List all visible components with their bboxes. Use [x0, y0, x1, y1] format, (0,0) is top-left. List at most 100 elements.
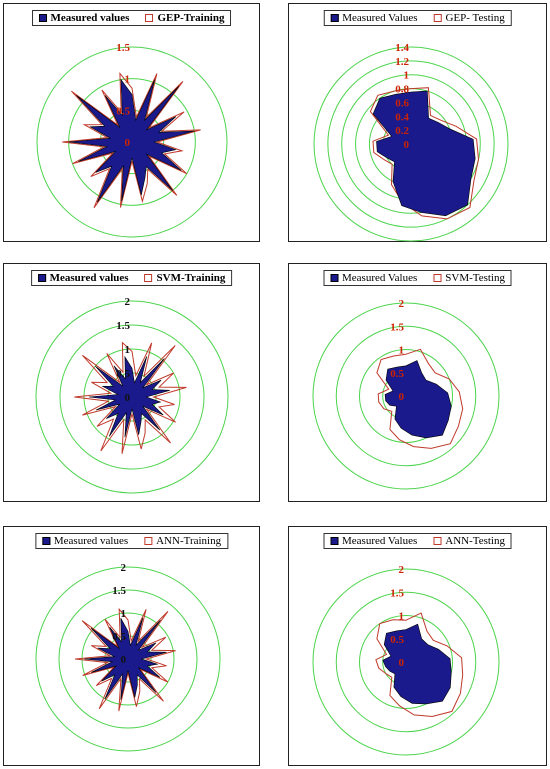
legend-swatch-measured [330, 274, 339, 282]
series-predicted [75, 607, 176, 712]
chart-legend: Measured values GEP-Training [31, 10, 232, 26]
tick-label: 1 [125, 344, 131, 356]
legend-swatch-measured [330, 14, 339, 22]
tick-label: 2 [399, 564, 405, 576]
legend-swatch-predicted [433, 537, 442, 545]
tick-label: 2 [399, 298, 405, 310]
legend-label-measured: Measured values [49, 272, 129, 284]
chart-legend: Measured Values ANN-Testing [323, 533, 512, 549]
grid-ring [58, 589, 198, 729]
series-predicted [376, 348, 464, 449]
chart-legend: Measured values ANN-Training [34, 533, 229, 549]
grid-ring [313, 46, 509, 242]
legend-swatch-measured [41, 537, 50, 545]
chart-panel-svm-training: 0 0.5 1 1.5 2 Measured values SVM-Training [3, 263, 260, 502]
tick-label: 1.5 [390, 587, 404, 599]
series-measured [382, 623, 452, 705]
tick-label: 0.6 [395, 97, 409, 109]
series-measured [372, 90, 476, 217]
legend-label-predicted: SVM-Training [156, 272, 226, 284]
chart-legend: Measured Values GEP- Testing [323, 10, 512, 26]
tick-label: 0 [399, 391, 405, 403]
grid-ring [35, 566, 221, 752]
chart-panel-gep-training: 0 0.5 1 1.5 Measured values GEP-Training [3, 3, 260, 242]
series-measured [384, 360, 452, 439]
tick-label: 1.2 [395, 56, 409, 68]
chart-legend: Measured values SVM-Training [30, 270, 233, 286]
chart-panel-svm-testing: 0 0.5 1 1.5 2 Measured Values SVM-Testing [288, 263, 547, 502]
tick-label: 0 [125, 392, 131, 404]
tick-label: 1.5 [390, 321, 404, 333]
legend-swatch-predicted [144, 274, 153, 282]
grid-ring [81, 612, 175, 706]
legend-swatch-measured [330, 537, 339, 545]
tick-label: 1.5 [116, 42, 130, 54]
tick-label: 1 [404, 70, 410, 82]
legend-swatch-measured [37, 274, 46, 282]
legend-label-measured: Measured Values [342, 272, 418, 284]
legend-label-measured: Measured Values [342, 12, 418, 24]
tick-label: 1.5 [116, 320, 130, 332]
tick-label: 1 [121, 608, 127, 620]
grid-ring [312, 302, 500, 490]
grid-ring [36, 46, 228, 238]
grid-ring [335, 591, 477, 733]
tick-label: 0.4 [395, 111, 409, 123]
radar-chart: 0 0.5 1 1.5 2 [35, 562, 221, 752]
grid-ring [312, 568, 500, 756]
legend-swatch-measured [38, 14, 47, 22]
chart-panel-ann-testing: 0 0.5 1 1.5 2 Measured Values ANN-Testing [288, 526, 547, 766]
tick-label: 0 [125, 137, 131, 149]
series-measured [84, 617, 167, 700]
legend-label-predicted: ANN-Training [156, 535, 222, 547]
legend-label-measured: Measured values [53, 535, 129, 547]
grid-ring [59, 324, 205, 470]
grid-ring [341, 74, 481, 214]
legend-label-predicted: GEP- Testing [445, 12, 505, 24]
tick-label: 0.5 [112, 631, 126, 643]
tick-label: 0.5 [116, 105, 130, 117]
legend-label-predicted: SVM-Testing [445, 272, 505, 284]
tick-label: 1.4 [395, 42, 409, 54]
tick-label: 2 [121, 562, 127, 574]
radar-chart: 0 0.5 1 1.5 2 [35, 296, 229, 494]
series-predicted [74, 341, 187, 454]
legend-label-measured: Measured values [50, 12, 130, 24]
legend-swatch-predicted [433, 274, 442, 282]
grid-ring [327, 60, 495, 228]
grid-ring [83, 348, 181, 446]
tick-label: 1 [125, 74, 131, 86]
legend-swatch-predicted [433, 14, 442, 22]
tick-label: 0.5 [390, 634, 404, 646]
tick-label: 1 [399, 345, 405, 357]
tick-label: 0 [399, 657, 405, 669]
legend-swatch-predicted [145, 14, 154, 22]
tick-label: 0.2 [395, 125, 409, 137]
grid-ring [335, 325, 477, 467]
tick-label: 1.5 [112, 585, 126, 597]
legend-label-measured: Measured Values [342, 535, 418, 547]
radar-chart: 0 0.5 1 1.5 2 [312, 564, 500, 756]
chart-legend: Measured Values SVM-Testing [323, 270, 512, 286]
chart-panel-ann-training: 0 0.5 1 1.5 2 Measured values ANN-Training [3, 526, 260, 766]
tick-label: 1 [399, 611, 405, 623]
series-predicted [375, 612, 464, 718]
tick-label: 0.8 [395, 84, 409, 96]
grid-ring [35, 300, 229, 494]
legend-label-predicted: ANN-Testing [445, 535, 505, 547]
grid-ring [359, 615, 453, 709]
tick-label: 2 [125, 296, 131, 308]
series-predicted [62, 71, 201, 209]
series-measured [68, 78, 195, 203]
radar-chart: 0 0.2 0.4 0.60.8 1 1.2 1.4 [313, 42, 509, 242]
tick-label: 0.5 [390, 368, 404, 380]
tick-label: 0 [404, 139, 410, 151]
chart-panel-gep-testing: 0 0.2 0.4 0.6 0.8 1 1.2 1.4 Measured Values GEP… [288, 3, 547, 242]
legend-swatch-predicted [144, 537, 153, 545]
tick-label: 0 [121, 654, 127, 666]
radar-chart: 0 0.5 1 1.5 [36, 42, 228, 238]
tick-label: 0.5 [116, 368, 130, 380]
legend-label-predicted: GEP-Training [157, 12, 225, 24]
series-measured [88, 355, 170, 438]
radar-chart: 0 0.5 1 1.5 2 [312, 298, 500, 490]
